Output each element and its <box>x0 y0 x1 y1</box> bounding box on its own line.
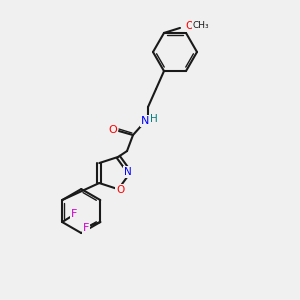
Text: O: O <box>186 21 194 31</box>
Text: F: F <box>83 223 89 233</box>
Text: O: O <box>109 125 117 135</box>
Text: N: N <box>141 116 149 126</box>
Text: CH₃: CH₃ <box>193 21 209 30</box>
Text: O: O <box>116 185 124 195</box>
Text: N: N <box>124 167 132 177</box>
Text: F: F <box>71 209 77 219</box>
Text: H: H <box>150 114 158 124</box>
